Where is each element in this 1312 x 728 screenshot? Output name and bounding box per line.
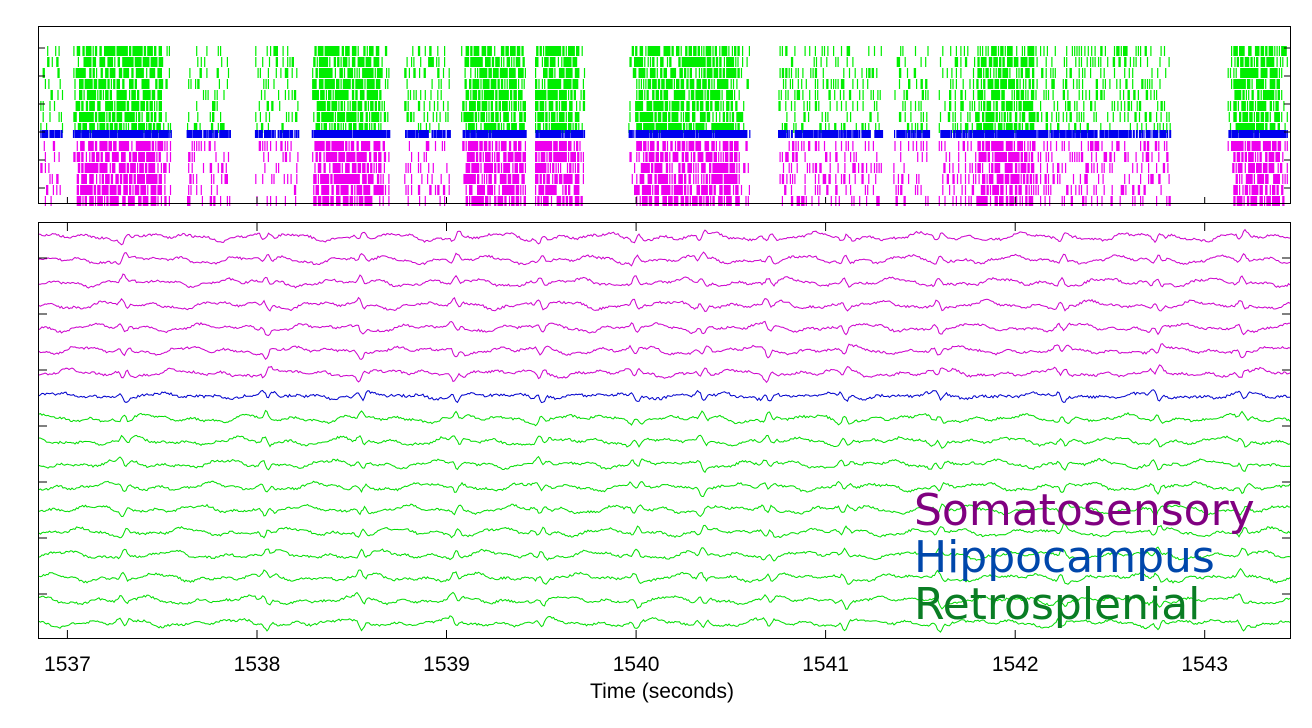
raster-axes-frame xyxy=(38,26,1291,204)
lfp-trace-retrosplenial xyxy=(38,615,1291,633)
lfp-trace-retrosplenial xyxy=(38,546,1291,562)
lfp-trace-somatosensory xyxy=(38,343,1291,360)
raster-series-somatosensory xyxy=(40,141,1288,206)
lfp-trace-hippocampus xyxy=(38,389,1291,404)
lfp-trace-retrosplenial xyxy=(38,591,1291,610)
raster-spikes-retrosplenial xyxy=(40,46,1288,133)
x-tick-label: 1542 xyxy=(992,653,1039,676)
raster-panel xyxy=(38,26,1291,206)
lfp-trace-retrosplenial xyxy=(38,501,1291,518)
legend-entry-retrosplenial: Retrosplenial xyxy=(914,579,1200,630)
lfp-axes-frame xyxy=(38,222,1291,639)
lfp-trace-somatosensory xyxy=(38,296,1291,313)
x-tick-label: 1537 xyxy=(44,653,91,676)
lfp-trace-retrosplenial xyxy=(38,409,1291,427)
lfp-trace-retrosplenial xyxy=(38,567,1291,585)
lfp-trace-somatosensory xyxy=(38,364,1291,384)
raster-series-retrosplenial xyxy=(40,46,1288,133)
raster-spikes-somatosensory xyxy=(40,141,1288,206)
x-tick-label: 1541 xyxy=(802,653,849,676)
lfp-trace-retrosplenial xyxy=(38,523,1291,539)
raster-ticks xyxy=(39,47,1290,203)
lfp-ticks xyxy=(39,223,1290,638)
lfp-trace-retrosplenial xyxy=(38,480,1291,498)
x-tick-label: 1539 xyxy=(423,653,470,676)
lfp-traces xyxy=(38,228,1291,633)
x-axis-label: Time (seconds) xyxy=(590,680,734,703)
raster-marks xyxy=(40,46,1288,206)
raster-series-hippocampus xyxy=(40,130,1288,138)
x-tick-label: 1543 xyxy=(1181,653,1228,676)
x-tick-label: 1538 xyxy=(234,653,281,676)
legend-entry-hippocampus: Hippocampus xyxy=(914,532,1215,583)
lfp-trace-somatosensory xyxy=(38,228,1291,246)
x-tick-labels: 1537 1538 1539 1540 1541 1542 1543 xyxy=(44,653,1228,676)
lfp-trace-retrosplenial xyxy=(38,455,1291,474)
lfp-trace-retrosplenial xyxy=(38,434,1291,449)
lfp-panel: 1537 1538 1539 1540 1541 1542 1543 Time (secon… xyxy=(38,222,1291,703)
x-tick-label: 1540 xyxy=(613,653,660,676)
lfp-trace-somatosensory xyxy=(39,273,1291,289)
lfp-trace-somatosensory xyxy=(38,320,1290,337)
lfp-trace-somatosensory xyxy=(38,251,1291,267)
raster-spikes-hippocampus xyxy=(40,130,1288,138)
legend-entry-somatosensory: Somatosensory xyxy=(914,485,1255,536)
